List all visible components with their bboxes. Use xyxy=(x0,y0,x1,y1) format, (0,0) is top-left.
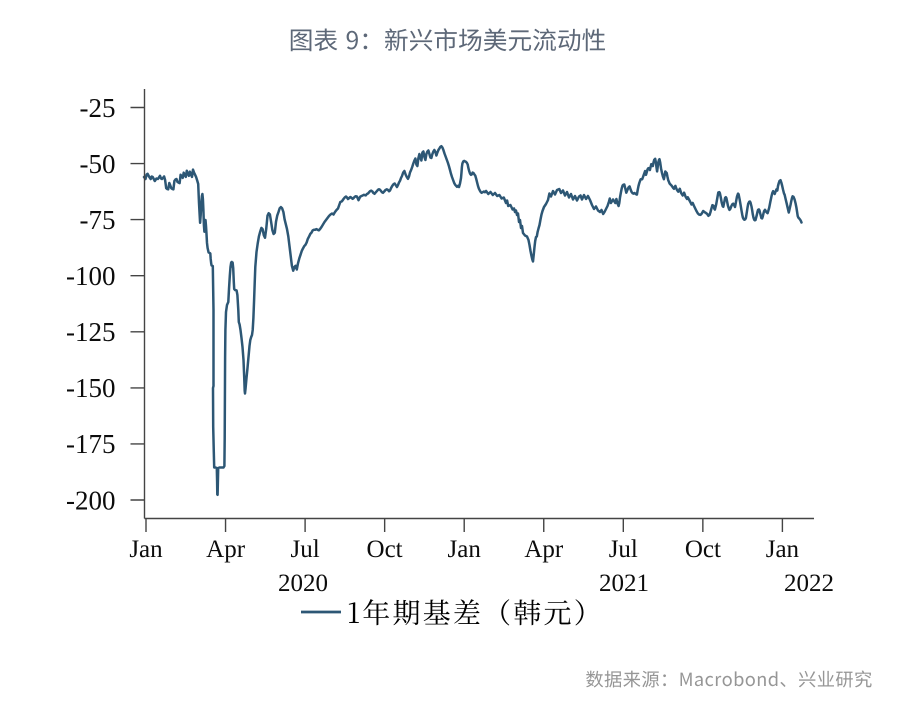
svg-text:-200: -200 xyxy=(66,485,116,515)
svg-text:2021: 2021 xyxy=(599,570,649,597)
svg-text:Jan: Jan xyxy=(766,536,800,563)
svg-text:-125: -125 xyxy=(66,317,116,347)
svg-text:-100: -100 xyxy=(66,261,116,291)
svg-text:2020: 2020 xyxy=(278,570,328,597)
svg-text:-25: -25 xyxy=(80,93,116,123)
svg-text:Jul: Jul xyxy=(609,536,638,563)
svg-text:Apr: Apr xyxy=(206,536,246,563)
svg-text:2022: 2022 xyxy=(784,570,834,597)
svg-text:Jan: Jan xyxy=(129,536,163,563)
svg-text:-175: -175 xyxy=(66,429,116,459)
svg-text:-75: -75 xyxy=(80,205,116,235)
svg-text:-150: -150 xyxy=(66,373,116,403)
svg-text:Oct: Oct xyxy=(367,536,403,563)
svg-text:Apr: Apr xyxy=(524,536,564,563)
svg-text:Oct: Oct xyxy=(685,536,721,563)
svg-text:-50: -50 xyxy=(80,149,116,179)
svg-text:Jul: Jul xyxy=(291,536,320,563)
svg-text:Jan: Jan xyxy=(448,536,482,563)
